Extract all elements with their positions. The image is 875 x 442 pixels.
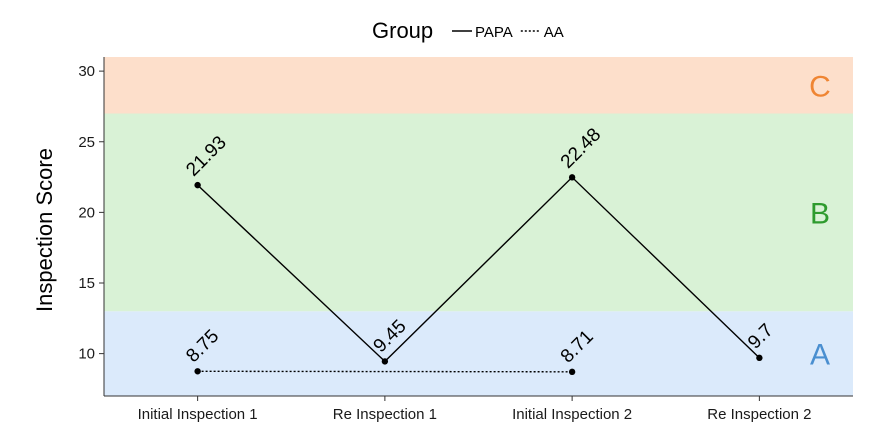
point-papa-2: [568, 174, 576, 181]
x-axis: Initial Inspection 1 Re Inspection 1 Initi…: [104, 395, 853, 423]
point-papa-0: [194, 181, 201, 189]
legend: Group PAPA AA: [372, 18, 564, 43]
legend-title: Group: [372, 18, 433, 43]
point-papa-1: [381, 358, 389, 365]
y-axis-title: Inspection Score: [32, 148, 57, 312]
point-aa-1: [568, 368, 576, 376]
y-tick-label-30: 30: [78, 63, 95, 80]
y-axis: 10 15 20 25 30: [78, 57, 105, 396]
legend-label-aa: AA: [544, 24, 564, 41]
x-tick-label-2: Initial Inspection 2: [512, 406, 632, 423]
band-b: [104, 113, 853, 312]
y-tick-label-25: 25: [78, 134, 95, 151]
x-tick-label-0: Initial Inspection 1: [138, 406, 258, 423]
band-c: [104, 57, 853, 114]
x-tick-label-1: Re Inspection 1: [333, 406, 437, 423]
band-a: [104, 311, 853, 396]
series-line-aa: [197, 370, 573, 373]
band-label-a: A: [810, 339, 830, 372]
y-tick-label-10: 10: [78, 346, 95, 363]
band-label-b: B: [810, 197, 830, 230]
point-aa-0: [194, 368, 201, 375]
y-tick-label-15: 15: [78, 275, 95, 292]
series-line-papa: [197, 176, 760, 363]
point-papa-3: [756, 354, 763, 362]
legend-label-papa: PAPA: [475, 24, 513, 41]
data-points: [194, 174, 763, 376]
score-bands: [104, 57, 853, 396]
y-tick-label-20: 20: [78, 204, 95, 221]
band-labels: A B C: [809, 70, 831, 371]
band-label-c: C: [809, 70, 831, 103]
x-tick-label-3: Re Inspection 2: [707, 406, 811, 423]
series-lines: [197, 176, 760, 373]
